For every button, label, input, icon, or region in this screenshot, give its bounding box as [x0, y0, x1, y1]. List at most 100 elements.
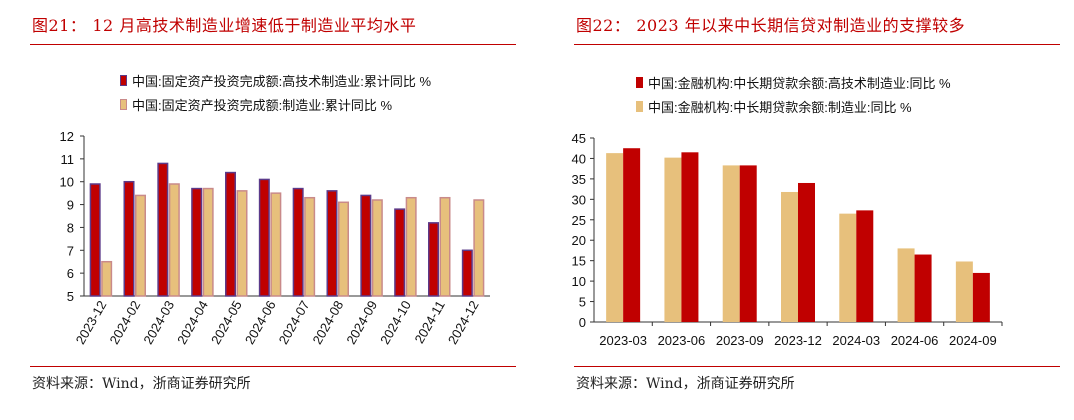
right-bar-high-tech: [739, 165, 757, 322]
right-y-tick-label: 10: [572, 274, 586, 289]
left-y-tick-label: 6: [67, 266, 74, 281]
right-bar-manufacturing: [781, 191, 798, 322]
right-y-tick-label: 45: [572, 131, 586, 146]
left-legend-swatch-manufacturing: [120, 98, 127, 110]
left-y-tick-label: 5: [67, 289, 74, 304]
left-legend-item-manufacturing: 中国:固定资产投资完成额:制造业:累计同比 %: [120, 92, 431, 116]
left-bar-manufacturing: [338, 201, 349, 297]
left-x-tick-label: 2024-12: [445, 298, 482, 347]
right-bar-manufacturing: [722, 165, 740, 322]
right-figure-title-text: 2023 年以来中长期信贷对制造业的支撑较多: [636, 16, 966, 35]
right-figure-title: 图22： 2023 年以来中长期信贷对制造业的支撑较多: [576, 12, 965, 36]
left-bar-manufacturing: [270, 192, 282, 297]
left-bar-manufacturing: [371, 199, 383, 297]
right-legend: 中国:金融机构:中长期贷款余额:高技术制造业:同比 % 中国:金融机构:中长期贷…: [636, 70, 951, 118]
right-y-tick-label: 25: [572, 213, 586, 228]
right-y-tick-label: 30: [572, 192, 586, 207]
right-legend-swatch-high-tech: [636, 76, 643, 88]
left-x-tick-label: 2024-04: [174, 298, 211, 347]
right-bar-manufacturing: [897, 248, 915, 322]
right-source-note: 资料来源：Wind，浙商证券研究所: [576, 376, 795, 392]
right-y-tick-label: 40: [572, 151, 586, 166]
right-bar-high-tech: [856, 210, 874, 322]
right-x-tick-label: 2024-09: [949, 333, 997, 348]
left-bar-high-tech: [258, 178, 270, 297]
left-bar-manufacturing: [101, 260, 113, 297]
left-legend: 中国:固定资产投资完成额:高技术制造业:累计同比 % 中国:固定资产投资完成额:…: [120, 68, 431, 116]
right-legend-item-high-tech: 中国:金融机构:中长期贷款余额:高技术制造业:同比 %: [636, 70, 951, 94]
right-y-tick-label: 0: [579, 315, 586, 330]
left-bar-manufacturing: [439, 196, 451, 297]
left-bar-manufacturing: [168, 183, 180, 297]
left-bar-high-tech: [225, 171, 236, 297]
left-bar-manufacturing: [135, 194, 146, 297]
right-bar-high-tech: [972, 272, 990, 322]
right-y-tick-label: 5: [579, 295, 586, 310]
right-x-tick-label: 2024-06: [891, 333, 939, 348]
left-x-tick-label: 2024-08: [309, 298, 346, 347]
right-y-tick-label: 35: [572, 172, 586, 187]
left-figure-title-text: 12 月高技术制造业增速低于制造业平均水平: [92, 16, 417, 35]
left-x-tick-label: 2024-10: [377, 298, 414, 347]
left-x-tick-label: 2024-06: [242, 298, 279, 347]
right-y-tick-label: 15: [572, 254, 586, 269]
right-bar-manufacturing: [839, 213, 857, 322]
left-source-note: 资料来源：Wind，浙商证券研究所: [32, 376, 251, 392]
right-source-rule: [574, 366, 1060, 367]
left-title-rule: [30, 44, 516, 45]
left-bar-high-tech: [394, 208, 406, 297]
left-legend-swatch-high-tech: [120, 74, 127, 86]
left-bar-manufacturing: [202, 187, 214, 297]
right-x-tick-label: 2024-03: [832, 333, 880, 348]
right-x-tick-label: 2023-09: [716, 333, 764, 348]
right-legend-item-manufacturing: 中国:金融机构:中长期贷款余额:制造业:同比 %: [636, 94, 951, 118]
left-y-tick-label: 11: [61, 152, 75, 167]
left-bar-manufacturing: [473, 199, 485, 297]
left-bar-high-tech: [326, 190, 338, 297]
right-chart-panel: 图22： 2023 年以来中长期信贷对制造业的支撑较多 中国:金融机构:中长期贷款…: [544, 0, 1074, 420]
left-x-tick-label: 2024-11: [411, 298, 447, 346]
left-bar-high-tech: [89, 183, 101, 297]
left-bar-high-tech: [123, 180, 135, 297]
right-title-rule: [574, 44, 1060, 45]
right-bar-manufacturing: [664, 157, 682, 322]
left-chart-panel: 图21： 12 月高技术制造业增速低于制造业平均水平 中国:固定资产投资完成额:高…: [0, 0, 530, 420]
left-x-tick-label: 2024-02: [106, 298, 143, 347]
right-bar-manufacturing: [955, 261, 973, 322]
left-y-tick-label: 8: [67, 220, 74, 235]
left-bar-high-tech: [292, 187, 304, 297]
left-y-tick-label: 7: [67, 243, 74, 258]
right-bar-high-tech: [914, 254, 932, 322]
left-legend-label-high-tech: 中国:固定资产投资完成额:高技术制造业:累计同比 %: [132, 73, 432, 89]
left-bar-manufacturing: [236, 190, 248, 297]
right-legend-label-high-tech: 中国:金融机构:中长期贷款余额:高技术制造业:同比 %: [648, 75, 951, 91]
left-legend-label-manufacturing: 中国:固定资产投资完成额:制造业:累计同比 %: [132, 97, 393, 113]
right-figure-number: 图22：: [576, 16, 631, 35]
right-legend-label-manufacturing: 中国:金融机构:中长期贷款余额:制造业:同比 %: [648, 99, 912, 115]
right-chart-svg: 0 5 10 15 20 25 30 35 40 45 2023-03 2023-06 2023-09 2…: [572, 131, 1003, 348]
right-bar-high-tech: [681, 152, 699, 322]
left-x-tick-label: 2024-03: [140, 298, 177, 347]
left-chart-svg: 567891011122023-122024-022024-032024-042…: [60, 129, 490, 347]
left-bar-high-tech: [461, 249, 473, 297]
left-bar-high-tech: [360, 194, 372, 297]
right-bar-manufacturing: [606, 153, 624, 322]
left-y-tick-label: 12: [60, 129, 74, 144]
left-source-rule: [30, 366, 516, 367]
right-bar-high-tech: [623, 148, 641, 322]
right-y-tick-label: 20: [572, 233, 586, 248]
left-x-tick-label: 2024-05: [208, 298, 245, 347]
left-bar-high-tech: [157, 162, 169, 297]
left-figure-title: 图21： 12 月高技术制造业增速低于制造业平均水平: [32, 12, 416, 36]
right-bar-high-tech: [798, 182, 815, 322]
left-bar-high-tech: [191, 187, 203, 297]
left-x-tick-label: 2024-07: [276, 298, 313, 347]
right-legend-swatch-manufacturing: [636, 100, 643, 112]
left-figure-number: 图21：: [32, 16, 87, 35]
left-x-tick-label: 2024-09: [343, 298, 380, 347]
right-x-tick-label: 2023-12: [774, 333, 822, 348]
left-x-tick-label: 2023-12: [73, 298, 110, 347]
right-x-tick-label: 2023-06: [658, 333, 706, 348]
left-bar-manufacturing: [304, 196, 316, 297]
left-legend-item-high-tech: 中国:固定资产投资完成额:高技术制造业:累计同比 %: [120, 68, 431, 92]
